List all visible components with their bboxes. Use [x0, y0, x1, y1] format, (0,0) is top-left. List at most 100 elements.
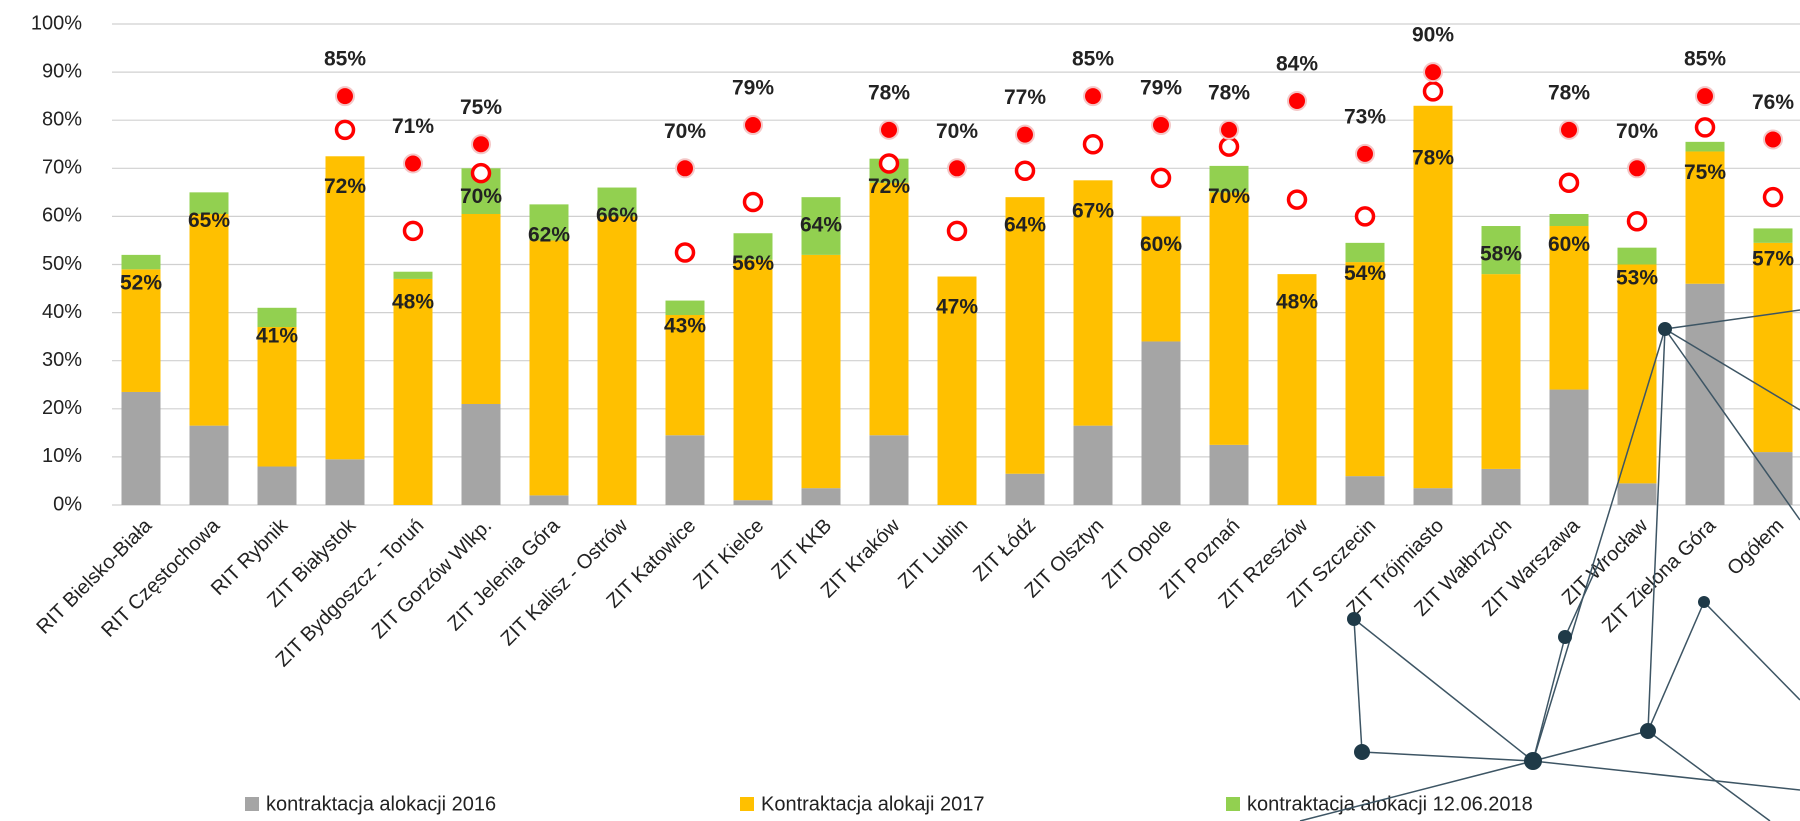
open-circle — [1017, 162, 1034, 179]
dot-label: 77% — [1004, 86, 1046, 109]
bar-segment — [1346, 243, 1385, 262]
dot-label: 76% — [1752, 91, 1794, 114]
bar-segment — [1210, 192, 1249, 445]
bar-segment — [1006, 474, 1045, 505]
dot — [1084, 87, 1102, 105]
bar-segment — [734, 500, 773, 505]
dot — [880, 121, 898, 139]
dot-label: 73% — [1344, 105, 1386, 128]
total-label: 72% — [868, 175, 910, 198]
open-circle — [1697, 119, 1714, 136]
y-tick-label: 20% — [42, 397, 82, 419]
bar-segment — [1142, 341, 1181, 505]
dot — [1016, 126, 1034, 144]
open-circle — [337, 121, 354, 138]
bar-segment — [1210, 445, 1249, 505]
y-tick-label: 40% — [42, 301, 82, 323]
y-tick-label: 100% — [31, 12, 82, 34]
dot — [1560, 121, 1578, 139]
y-tick-label: 50% — [42, 253, 82, 275]
bar-segment — [326, 156, 365, 459]
y-tick-label: 90% — [42, 60, 82, 82]
bar-segment — [530, 495, 569, 505]
x-tick-label: ZIT Łódź — [969, 515, 1040, 586]
legend-label: kontraktacja alokacji 2016 — [266, 793, 496, 815]
open-circle — [1085, 136, 1102, 153]
bar-segment — [462, 404, 501, 505]
dot — [404, 154, 422, 172]
x-tick-label: RIT Bielsko-Biała — [33, 514, 157, 638]
total-label: 43% — [664, 315, 706, 338]
x-tick-label: ZIT Kalisz - Ostrów — [497, 514, 633, 650]
total-label: 41% — [256, 324, 298, 347]
bar-segment — [1754, 452, 1793, 505]
dot-label: 78% — [868, 81, 910, 104]
legend-swatch — [1226, 797, 1240, 811]
total-label: 64% — [800, 214, 842, 237]
dot-label: 78% — [1208, 81, 1250, 104]
bar-segment — [1482, 469, 1521, 505]
dot-label: 85% — [1072, 48, 1114, 71]
total-label: 70% — [1208, 185, 1250, 208]
bar-segment — [1618, 248, 1657, 265]
bar-segment — [1414, 488, 1453, 505]
plot: 0%10%20%30%40%50%60%70%80%90%100%RIT Bie… — [31, 12, 1800, 815]
y-tick-label: 70% — [42, 157, 82, 179]
bar-segment — [1074, 426, 1113, 505]
dot-label: 84% — [1276, 53, 1318, 76]
dot-label: 79% — [1140, 77, 1182, 100]
bar-segment — [734, 260, 773, 501]
open-circle — [1221, 138, 1238, 155]
chart: 0%10%20%30%40%50%60%70%80%90%100%RIT Bie… — [0, 0, 1800, 821]
y-tick-label: 10% — [42, 445, 82, 467]
open-circle — [1153, 169, 1170, 186]
total-label: 56% — [732, 252, 774, 275]
bar-segment — [394, 272, 433, 279]
legend-label: kontraktacja alokacji 12.06.2018 — [1247, 793, 1533, 815]
bar-segment — [258, 467, 297, 505]
open-circle — [1629, 213, 1646, 230]
total-label: 54% — [1344, 262, 1386, 285]
dot-label: 90% — [1412, 24, 1454, 47]
bar-segment — [1006, 197, 1045, 474]
bar-segment — [190, 214, 229, 426]
open-circle — [1765, 189, 1782, 206]
bar-segment — [258, 327, 297, 466]
total-label: 48% — [1276, 291, 1318, 314]
open-circle — [745, 193, 762, 210]
legend-label: Kontraktacja alokaji 2017 — [761, 793, 984, 815]
dot-label: 70% — [664, 120, 706, 143]
bar-segment — [1346, 476, 1385, 505]
x-tick-label: ZIT Zielona Góra — [1598, 514, 1721, 637]
y-tick-label: 80% — [42, 108, 82, 130]
dot — [1628, 159, 1646, 177]
open-circle — [881, 155, 898, 172]
dot-label: 71% — [392, 115, 434, 138]
open-circle — [405, 222, 422, 239]
total-label: 60% — [1548, 233, 1590, 256]
dot-label: 85% — [324, 48, 366, 71]
total-label: 66% — [596, 204, 638, 227]
y-tick-label: 30% — [42, 349, 82, 371]
open-circle — [1289, 191, 1306, 208]
bar-segment — [1346, 262, 1385, 476]
y-tick-label: 60% — [42, 205, 82, 227]
total-label: 62% — [528, 223, 570, 246]
bar-segment — [1550, 390, 1589, 505]
dot — [948, 159, 966, 177]
bar-segment — [122, 255, 161, 269]
total-label: 78% — [1412, 146, 1454, 169]
total-label: 52% — [120, 271, 162, 294]
dot-label: 70% — [936, 120, 978, 143]
dot — [1356, 145, 1374, 163]
bar-segment — [666, 301, 705, 315]
bar-segment — [598, 216, 637, 505]
total-label: 72% — [324, 175, 366, 198]
bar-segment — [870, 183, 909, 436]
open-circle — [677, 244, 694, 261]
dot-label: 85% — [1684, 48, 1726, 71]
dot — [1696, 87, 1714, 105]
dot-label: 75% — [460, 96, 502, 119]
bar-segment — [1618, 483, 1657, 505]
bar-segment — [802, 255, 841, 488]
